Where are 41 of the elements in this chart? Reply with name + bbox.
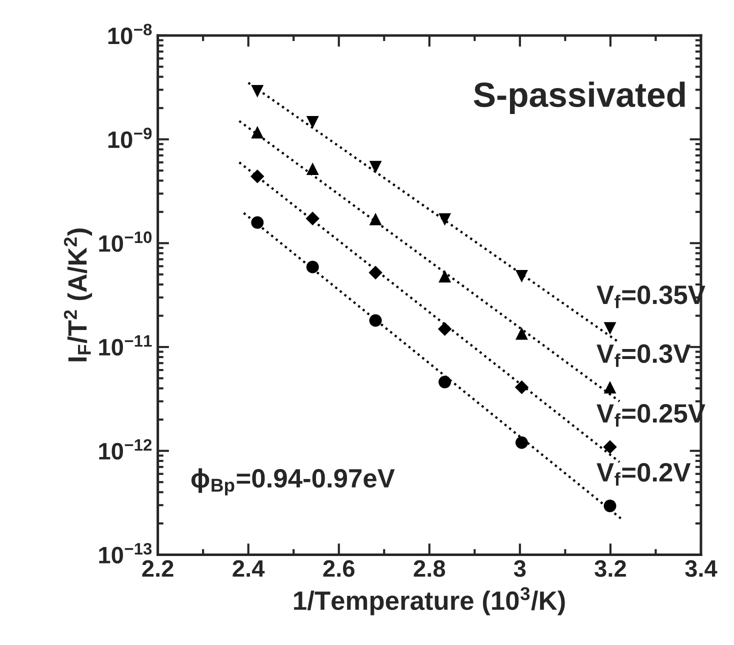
x-axis-title: 1/Temperature (10$^{3}$/K) [294,587,565,616]
point [604,322,616,335]
annotation: S-passivated [474,82,685,114]
point [603,440,617,454]
point [438,322,452,336]
annotation: ϕ$_{Bp}$=0.94-0.97eV [191,468,395,496]
point [369,212,382,226]
point [306,212,320,226]
point [514,380,529,394]
x-tick-label: 3.4 [685,560,718,577]
point [438,270,452,283]
x-tick-label: 2.4 [232,560,265,577]
point [438,376,452,388]
point [251,126,264,138]
y-tick-label: 10$^{−12}$ [99,439,152,460]
y-tick-label: 10$^{−11}$ [99,335,152,356]
x-tick-label: 2.8 [414,560,446,577]
point [515,327,528,340]
point [369,314,382,327]
series-label: V$_{f}$=0.2V [596,463,691,486]
point [368,266,382,280]
point [515,436,528,449]
point [306,260,319,274]
y-tick-label: 10$^{−10}$ [99,231,152,252]
point [306,162,319,176]
x-tick-label: 3.2 [594,560,626,577]
y-axis-title: I$_{F}$/T$^{2}$ (A/K$^{2}$) [64,228,92,362]
y-tick-label: 10$^{−9}$ [108,128,152,148]
x-tick-label: 2.6 [323,560,354,577]
point [604,500,616,512]
point [604,380,616,394]
point [438,213,452,226]
point [251,85,264,98]
y-tick-label: 10$^{−8}$ [108,24,152,44]
x-tick-label: 3 [514,560,526,577]
point [515,270,528,283]
point [369,160,382,174]
series-label: V$_{f}$=0.3V [596,344,691,367]
point [251,216,264,229]
point [306,116,319,129]
point [250,169,264,184]
